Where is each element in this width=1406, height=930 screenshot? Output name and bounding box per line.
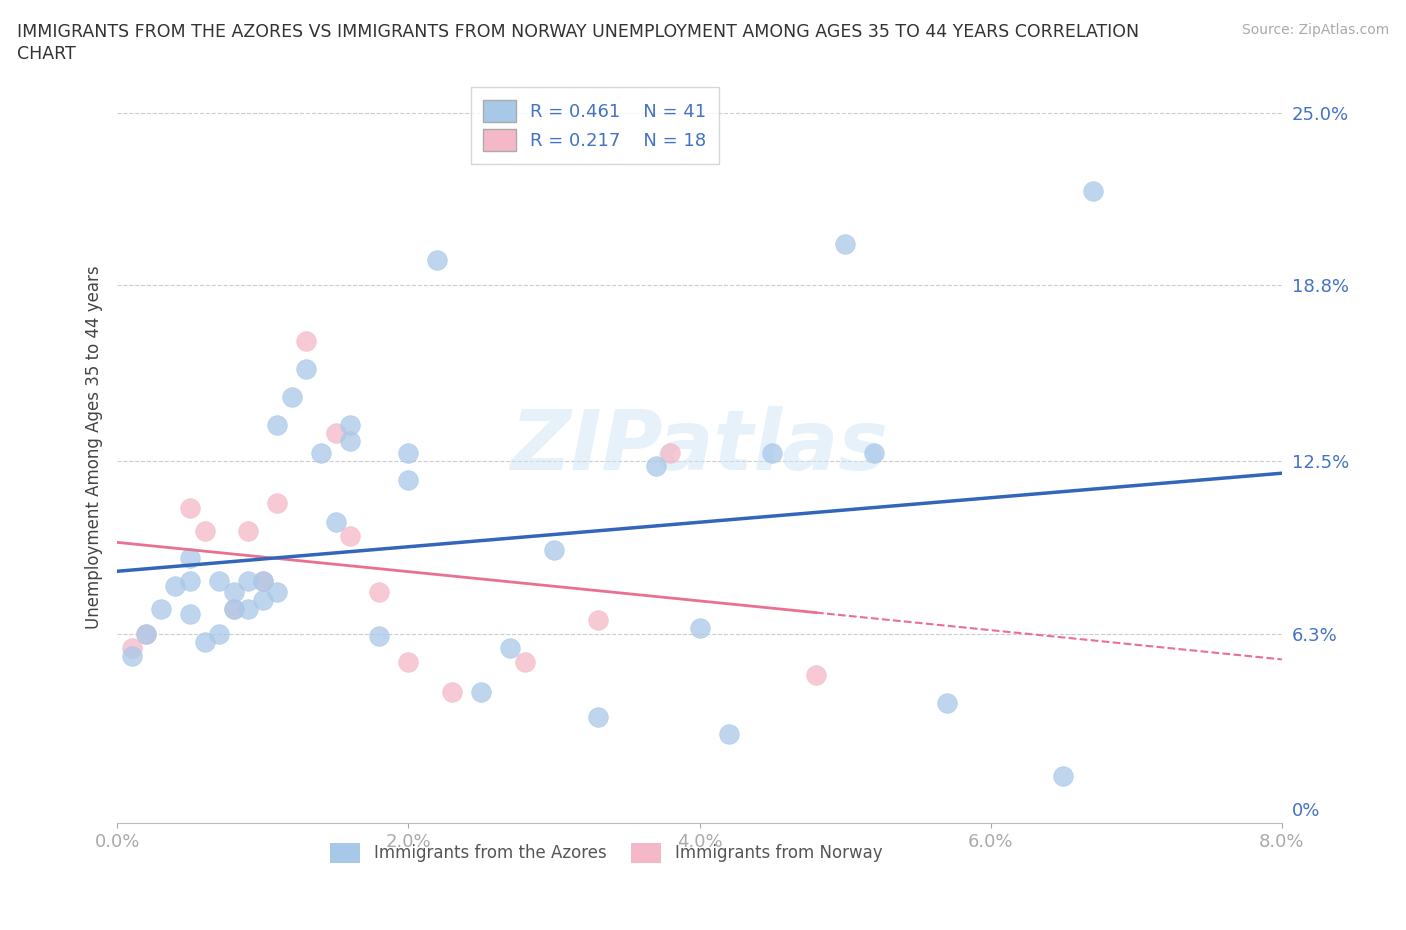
Point bbox=[179, 551, 201, 565]
Text: ZIPatlas: ZIPatlas bbox=[510, 406, 889, 487]
Point bbox=[266, 496, 288, 511]
Y-axis label: Unemployment Among Ages 35 to 44 years: Unemployment Among Ages 35 to 44 years bbox=[86, 265, 103, 629]
Point bbox=[1081, 183, 1104, 198]
Point bbox=[440, 684, 463, 699]
Point bbox=[149, 601, 172, 616]
Point bbox=[208, 573, 231, 588]
Point bbox=[396, 445, 419, 460]
Point bbox=[238, 601, 260, 616]
Point bbox=[761, 445, 783, 460]
Point bbox=[396, 473, 419, 488]
Point bbox=[426, 253, 449, 268]
Point bbox=[325, 426, 347, 441]
Point bbox=[804, 668, 827, 683]
Point bbox=[586, 612, 609, 627]
Point bbox=[339, 434, 361, 449]
Point bbox=[717, 726, 740, 741]
Point bbox=[179, 606, 201, 621]
Point bbox=[238, 573, 260, 588]
Point bbox=[396, 654, 419, 669]
Point bbox=[208, 626, 231, 641]
Point bbox=[470, 684, 492, 699]
Point bbox=[121, 648, 143, 663]
Point bbox=[295, 362, 318, 377]
Point bbox=[339, 528, 361, 543]
Point bbox=[121, 640, 143, 655]
Point bbox=[179, 501, 201, 516]
Point bbox=[295, 334, 318, 349]
Point bbox=[252, 573, 274, 588]
Point bbox=[222, 601, 245, 616]
Point bbox=[936, 696, 959, 711]
Point bbox=[193, 634, 215, 649]
Point bbox=[281, 390, 304, 405]
Point bbox=[513, 654, 536, 669]
Point bbox=[644, 459, 666, 474]
Point bbox=[689, 620, 711, 635]
Text: Source: ZipAtlas.com: Source: ZipAtlas.com bbox=[1241, 23, 1389, 37]
Point bbox=[165, 578, 187, 593]
Point bbox=[222, 601, 245, 616]
Point bbox=[499, 640, 522, 655]
Point bbox=[659, 445, 682, 460]
Point bbox=[135, 626, 157, 641]
Point bbox=[586, 710, 609, 724]
Point bbox=[238, 523, 260, 538]
Point bbox=[834, 236, 856, 251]
Point bbox=[325, 515, 347, 530]
Point bbox=[222, 584, 245, 599]
Legend: Immigrants from the Azores, Immigrants from Norway: Immigrants from the Azores, Immigrants f… bbox=[322, 834, 890, 871]
Point bbox=[339, 418, 361, 432]
Point bbox=[252, 592, 274, 607]
Point bbox=[135, 626, 157, 641]
Point bbox=[543, 542, 565, 557]
Point bbox=[368, 629, 391, 644]
Point bbox=[266, 584, 288, 599]
Point bbox=[252, 573, 274, 588]
Point bbox=[193, 523, 215, 538]
Point bbox=[266, 418, 288, 432]
Point bbox=[863, 445, 886, 460]
Point bbox=[179, 573, 201, 588]
Text: IMMIGRANTS FROM THE AZORES VS IMMIGRANTS FROM NORWAY UNEMPLOYMENT AMONG AGES 35 : IMMIGRANTS FROM THE AZORES VS IMMIGRANTS… bbox=[17, 23, 1139, 41]
Text: CHART: CHART bbox=[17, 45, 76, 62]
Point bbox=[309, 445, 332, 460]
Point bbox=[368, 584, 391, 599]
Point bbox=[1052, 768, 1074, 783]
